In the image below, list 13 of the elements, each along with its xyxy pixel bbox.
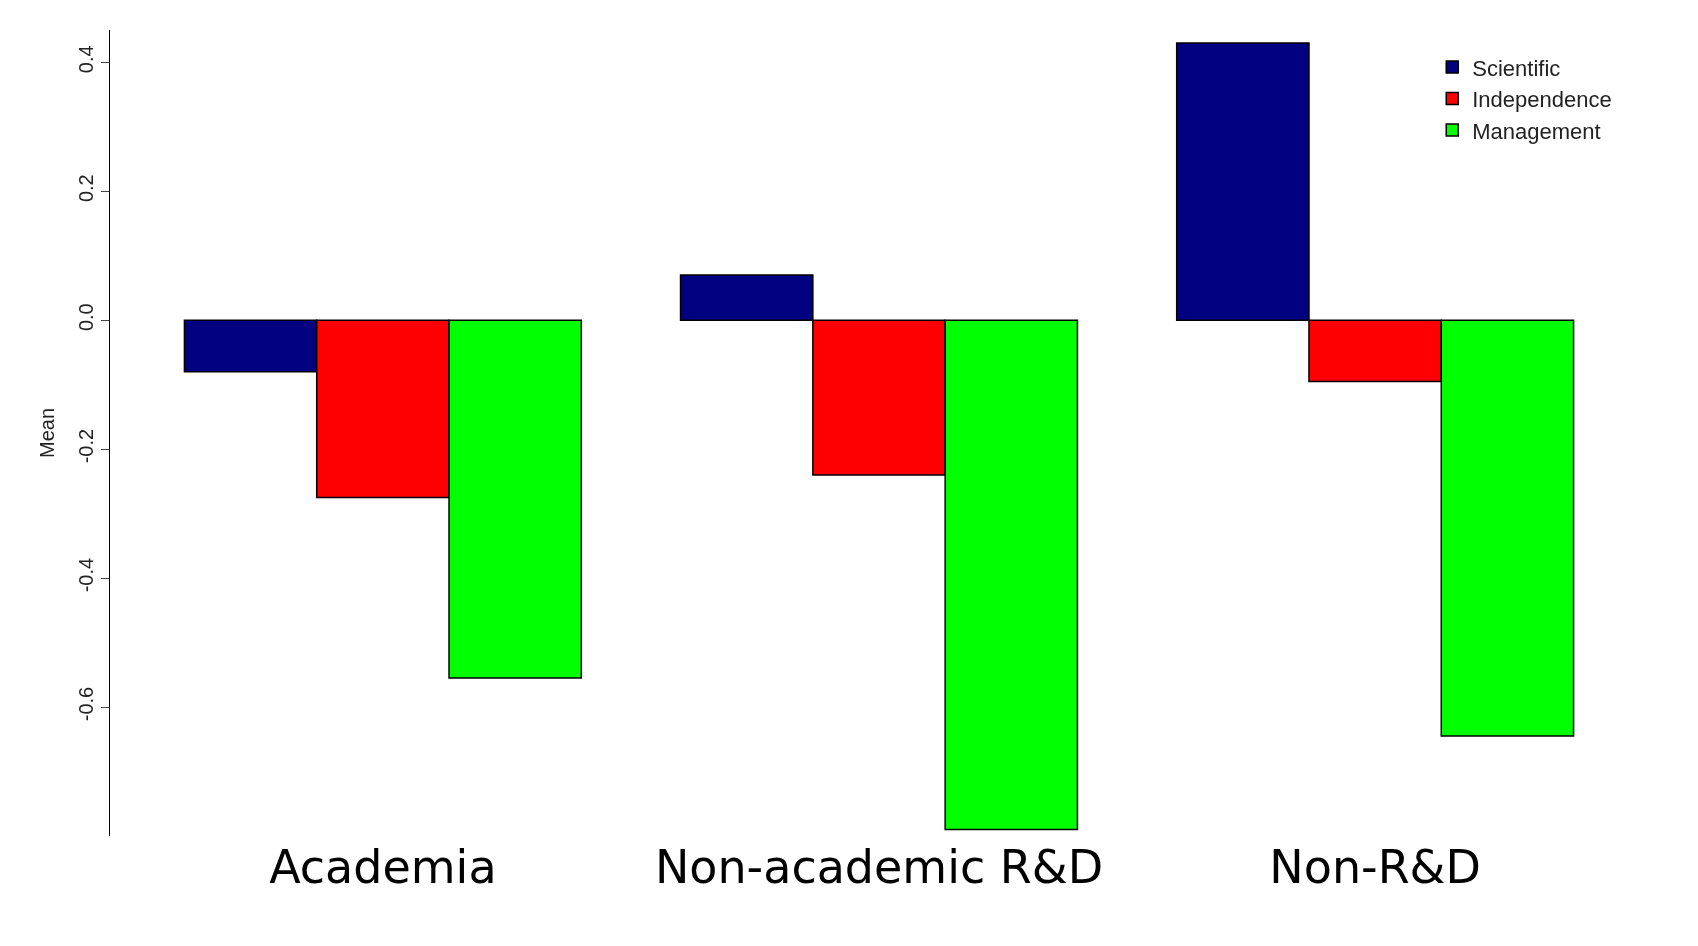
y-tick-label: 0.2 [75, 174, 97, 203]
x-tick-label: Non-academic R&D [654, 840, 1104, 894]
x-tick-label: Non-R&D [1269, 840, 1481, 894]
y-tick-label: 0.0 [75, 303, 97, 332]
legend-label: Management [1472, 118, 1601, 144]
y-axis-title: Mean [35, 407, 58, 459]
legend-label: Scientific [1472, 55, 1561, 81]
y-tick-label: -0.6 [75, 686, 97, 722]
x-tick-label: Academia [269, 840, 497, 894]
y-tick-label: -0.2 [75, 428, 97, 464]
legend-label: Independence [1472, 87, 1612, 113]
y-tick-label: -0.4 [75, 557, 97, 593]
y-tick-label: 0.4 [75, 45, 97, 74]
